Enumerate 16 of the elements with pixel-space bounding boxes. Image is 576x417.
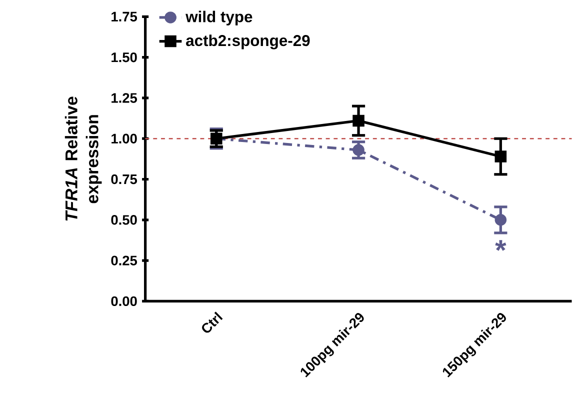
y-tick-label: 1.75 [112, 12, 138, 22]
y-tick-label: 1.50 [112, 52, 137, 62]
point [494, 150, 507, 162]
point [352, 114, 364, 127]
x-tick-label: Ctrl [202, 312, 223, 333]
y-tick-label: 1.00 [112, 134, 137, 144]
point [494, 214, 507, 226]
annotation: * [495, 240, 506, 251]
point [352, 144, 364, 156]
y-tick-label: 0.50 [111, 215, 137, 225]
y-tick-label: 0.75 [111, 174, 138, 184]
legend-label: actb2:sponge-29 [186, 34, 310, 50]
legend-label: wild type [186, 10, 252, 26]
y-tick-label: 1.25 [112, 93, 138, 103]
y-tick-label: 0.25 [111, 256, 138, 266]
y-tick-label: 0.00 [111, 296, 137, 306]
